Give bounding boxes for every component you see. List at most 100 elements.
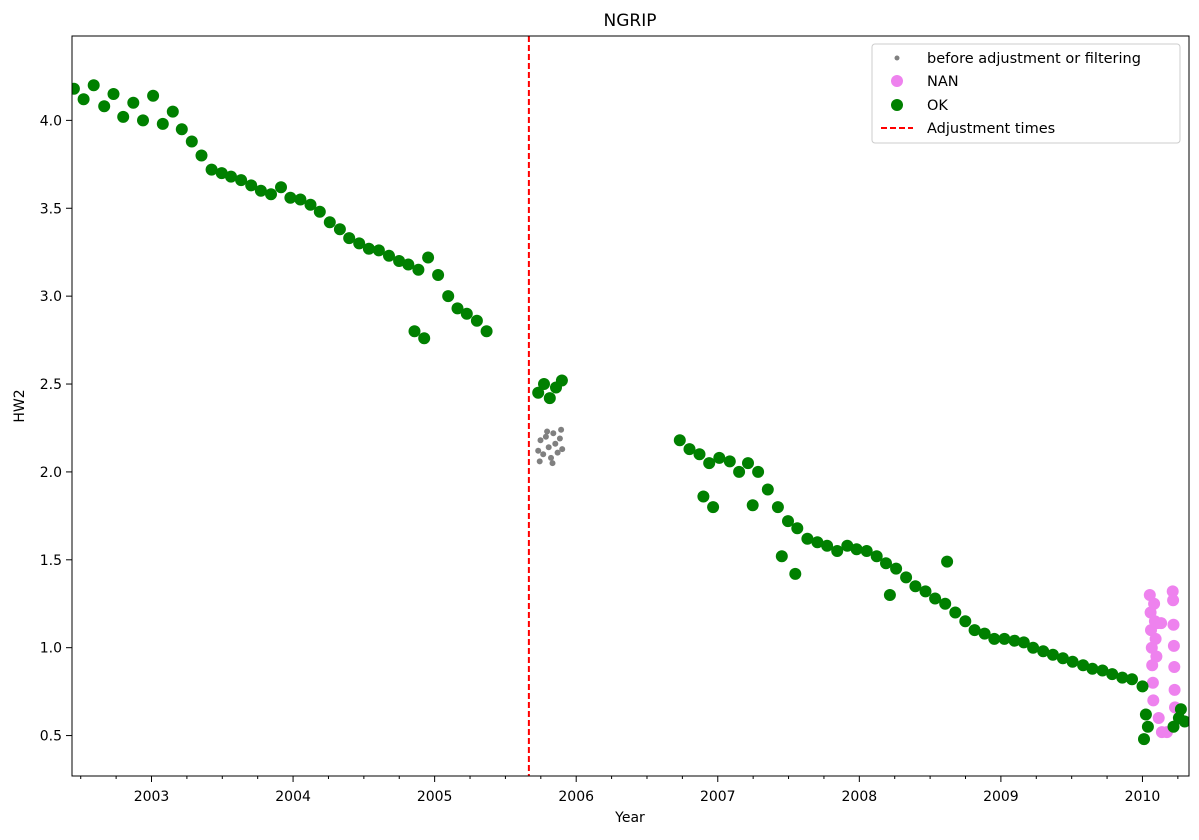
ok-point — [900, 571, 913, 584]
ok-point — [422, 251, 435, 264]
ok-point — [683, 443, 696, 456]
ok-point — [225, 170, 237, 183]
before-point — [536, 458, 543, 465]
ok-point — [372, 244, 385, 257]
x-axis: 2003 2004 2005 2006 2007 2008 2009 2010 — [80, 776, 1179, 805]
nan-point — [1148, 597, 1161, 610]
before-point — [556, 435, 563, 442]
ok-point — [988, 632, 1001, 645]
x-tick-label: 2006 — [558, 789, 594, 805]
nan-point — [1168, 661, 1181, 673]
y-tick-label: 1.0 — [40, 641, 62, 657]
nan-point — [1146, 676, 1159, 689]
ok-point — [235, 174, 248, 187]
ok-point — [1141, 720, 1154, 733]
ok-point — [117, 110, 130, 123]
ok-point — [555, 374, 568, 387]
ok-point — [205, 163, 218, 176]
marks-layer — [72, 79, 1189, 746]
ok-point — [1077, 659, 1090, 672]
ok-point — [402, 258, 415, 271]
ok-point — [215, 167, 228, 180]
legend-label-ok: OK — [927, 98, 948, 114]
x-tick-label: 2010 — [1125, 789, 1161, 805]
ok-point — [782, 515, 794, 528]
ok-point — [697, 490, 710, 503]
legend-label-adjustment: Adjustment times — [927, 121, 1055, 137]
ok-point — [432, 269, 445, 281]
nan-point — [1152, 712, 1165, 724]
ok-point — [850, 543, 863, 556]
ok-point — [841, 539, 854, 552]
ok-point — [771, 501, 784, 514]
ok-point — [723, 455, 736, 468]
ok-point — [265, 188, 277, 201]
ok-point — [532, 386, 545, 399]
ok-point — [1017, 636, 1030, 649]
x-tick-label: 2005 — [417, 789, 453, 805]
x-tick-label: 2004 — [275, 789, 311, 805]
x-tick-label: 2009 — [983, 789, 1019, 805]
nan-point — [1147, 694, 1160, 707]
ok-point — [245, 179, 258, 192]
ok-point — [941, 555, 954, 568]
x-tick-label: 2008 — [842, 789, 878, 805]
chart-title: NGRIP — [604, 11, 657, 31]
ok-point — [323, 216, 336, 229]
ok-point — [442, 290, 455, 303]
ok-point — [919, 585, 932, 598]
ok-point — [353, 237, 366, 250]
ok-point — [343, 232, 356, 245]
ok-point — [870, 550, 883, 563]
ok-point — [791, 522, 804, 535]
ok-point — [929, 592, 942, 605]
ok-point — [470, 314, 483, 327]
y-tick-label: 2.5 — [40, 377, 62, 393]
ok-point — [294, 193, 307, 206]
nan-point — [1167, 618, 1180, 631]
ok-point — [909, 580, 922, 593]
ok-point — [1178, 715, 1189, 728]
ok-point — [1116, 671, 1129, 684]
ok-point — [166, 105, 179, 118]
ok-point — [801, 532, 814, 545]
ok-point — [1126, 673, 1138, 686]
ok-point — [538, 378, 550, 390]
ok-point — [156, 117, 169, 130]
nan-point — [1155, 617, 1168, 630]
ok-point — [1106, 668, 1119, 681]
ok-point — [1136, 680, 1149, 693]
ok-point — [195, 149, 208, 162]
ok-point — [72, 82, 80, 95]
ok-point — [890, 562, 903, 575]
x-axis-label: Year — [614, 810, 645, 826]
legend-label-nan: NAN — [927, 74, 959, 90]
before-point — [544, 428, 551, 435]
ok-point — [304, 198, 317, 211]
ok-point — [1138, 733, 1150, 746]
ok-point — [147, 89, 160, 102]
ok-point — [412, 263, 425, 276]
ok-point — [460, 307, 473, 320]
legend-marker-before — [894, 55, 900, 61]
nan-point — [1168, 683, 1181, 696]
ok-point — [742, 457, 754, 470]
ok-point — [480, 325, 493, 338]
ok-point — [949, 606, 962, 619]
nan-point — [1166, 585, 1179, 598]
ok-point — [761, 483, 774, 496]
ok-point — [1046, 648, 1059, 661]
ok-point — [254, 184, 267, 197]
ok-point — [703, 457, 716, 470]
ok-point — [968, 624, 981, 637]
before-point — [540, 451, 547, 458]
ok-point — [811, 536, 824, 549]
before-point — [549, 460, 556, 467]
ok-point — [1096, 664, 1109, 677]
before-point — [554, 449, 561, 456]
ok-point — [98, 100, 111, 113]
ok-point — [313, 205, 326, 218]
y-axis: 0.5 1.0 1.5 2.0 2.5 3.0 3.5 4.0 — [40, 113, 72, 745]
